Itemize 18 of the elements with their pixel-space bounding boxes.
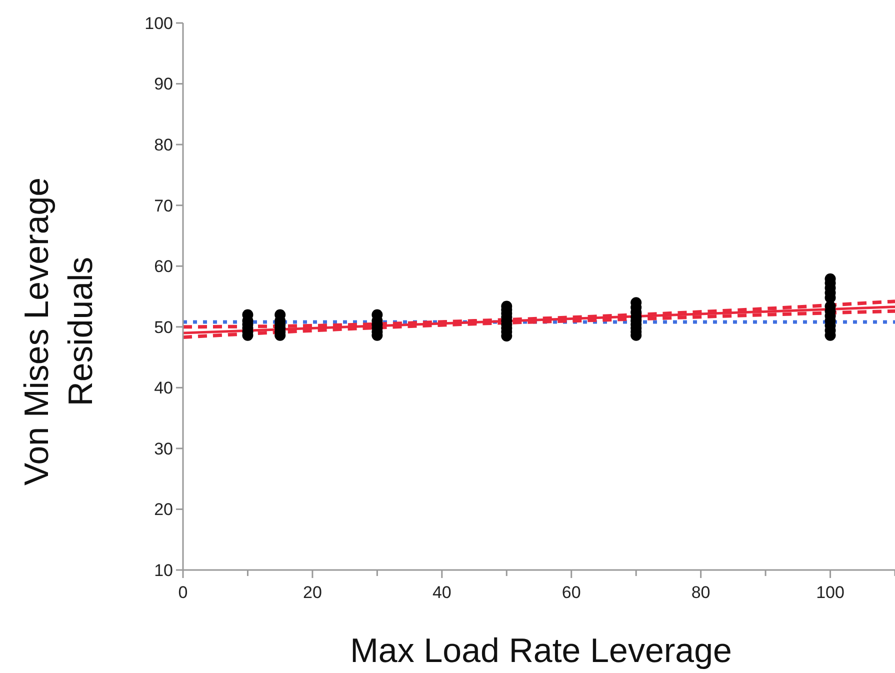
y-tick-label: 20 [154,500,173,520]
x-tick-label: 60 [562,583,581,602]
y-tick-label: 50 [154,318,173,337]
y-tick-label: 60 [154,257,173,276]
y-tick-label: 90 [154,74,173,94]
y-tick-label: 70 [154,196,173,216]
y-tick-label: 40 [154,378,173,398]
x-tick-label: 80 [691,583,710,602]
y-tick-label: 100 [144,14,173,33]
y-tick-label: 30 [154,439,173,458]
y-tick-label: 80 [154,136,173,155]
x-tick-label: 0 [178,583,188,602]
y-axis-title: Von Mises Leverage Residuals [18,177,100,486]
x-tick-label: 40 [432,583,452,602]
x-tick-label: 100 [816,583,844,602]
x-axis-title: Max Load Rate Leverage [350,632,732,670]
x-tick-label: 20 [302,583,322,602]
y-tick-label: 10 [154,560,173,580]
